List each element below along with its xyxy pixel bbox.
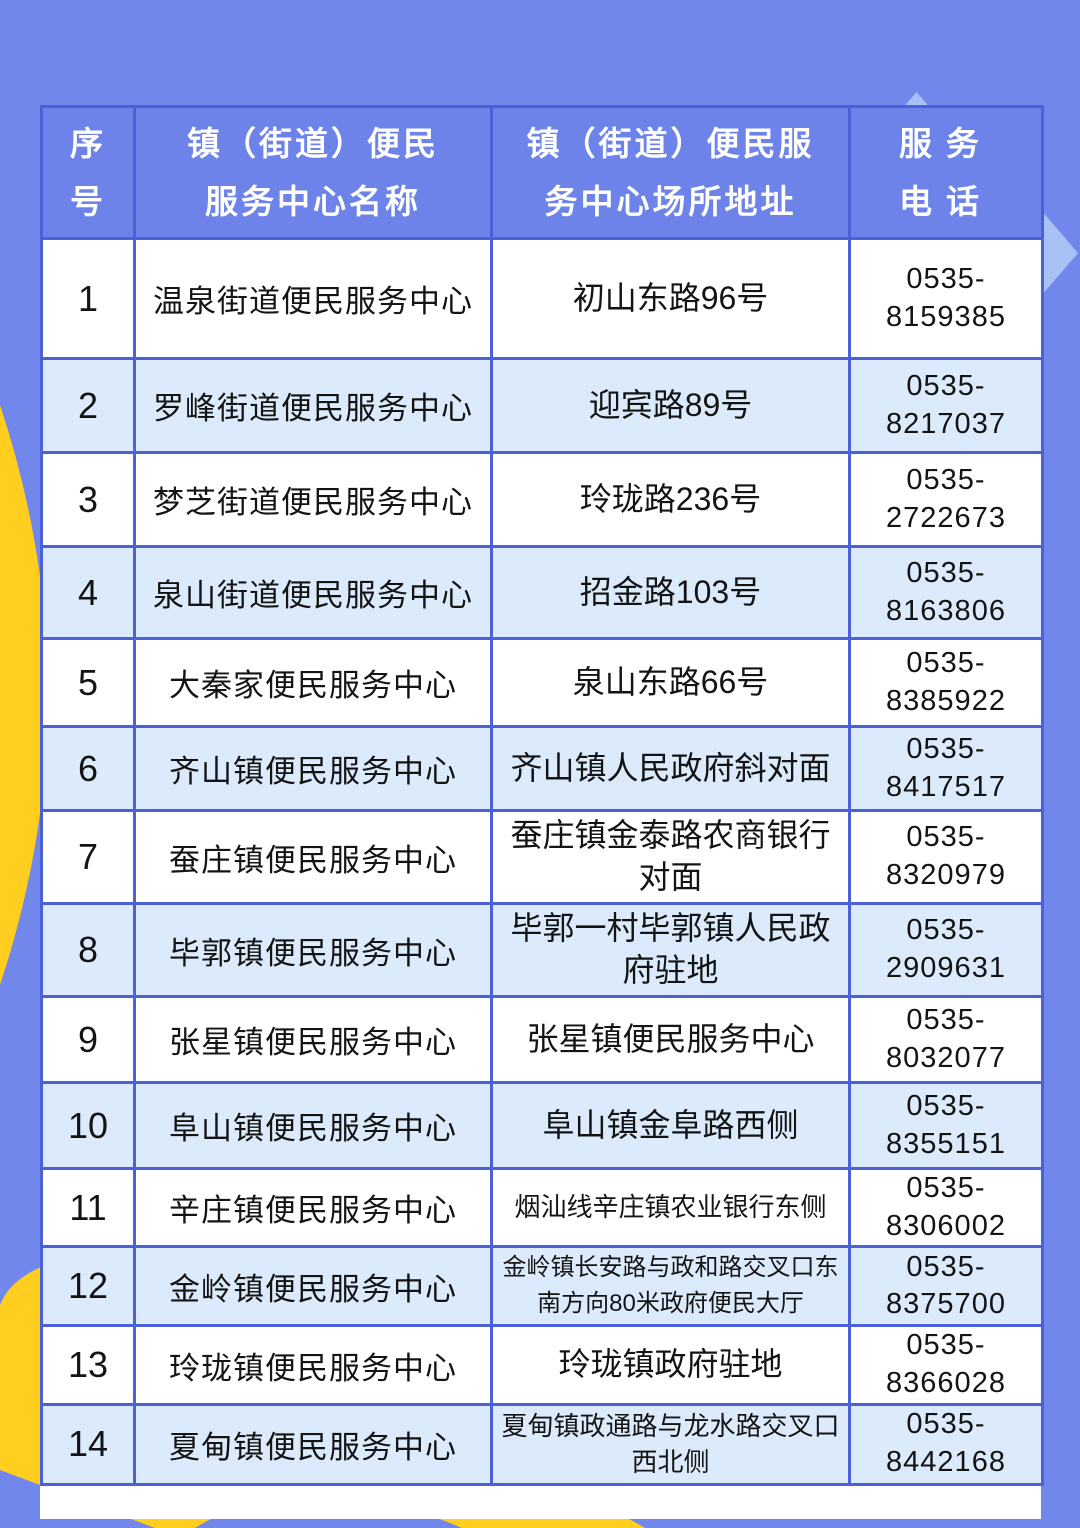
table-row: 9 张星镇便民服务中心 张星镇便民服务中心 0535- 8032077 <box>40 995 1044 1084</box>
service-phone-cell: 0535- 8159385 <box>848 237 1044 360</box>
center-address-cell: 夏甸镇政通路与龙水路交叉口西北侧 <box>490 1402 851 1486</box>
center-address-cell: 玲珑镇政府驻地 <box>490 1324 851 1406</box>
row-number-cell: 7 <box>40 809 136 905</box>
table-row: 12 金岭镇便民服务中心 金岭镇长安路与政和路交叉口东南方向80米政府便民大厅 … <box>40 1245 1044 1328</box>
center-name-cell: 玲珑镇便民服务中心 <box>133 1324 493 1406</box>
center-name-cell: 辛庄镇便民服务中心 <box>133 1166 493 1249</box>
center-address-cell: 蚕庄镇金泰路农商银行对面 <box>490 809 851 905</box>
row-number-cell: 8 <box>40 902 136 998</box>
table-row: 1 温泉街道便民服务中心 初山东路96号 0535- 8159385 <box>40 237 1044 360</box>
triangle-up-icon <box>902 92 931 109</box>
service-phone-cell: 0535- 8385922 <box>848 637 1044 728</box>
center-name-cell: 阜山镇便民服务中心 <box>133 1081 493 1170</box>
row-number-cell: 14 <box>40 1402 136 1486</box>
service-phone-cell: 0535- 8217037 <box>848 357 1044 454</box>
table-row: 14 夏甸镇便民服务中心 夏甸镇政通路与龙水路交叉口西北侧 0535- 84421… <box>40 1402 1044 1486</box>
table-row: 13 玲珑镇便民服务中心 玲珑镇政府驻地 0535- 8366028 <box>40 1324 1044 1406</box>
triangle-right-icon <box>1041 210 1078 296</box>
center-address-cell: 烟汕线辛庄镇农业银行东侧 <box>490 1166 851 1249</box>
service-center-table-card: 序 号 镇（街道）便民 服务中心名称 镇（街道）便民服 务中心场所地址 服务 电… <box>40 105 1044 1519</box>
table-row: 5 大秦家便民服务中心 泉山东路66号 0535- 8385922 <box>40 637 1044 728</box>
row-number-cell: 6 <box>40 725 136 812</box>
service-phone-cell: 0535- 8417517 <box>848 725 1044 812</box>
row-number-cell: 4 <box>40 545 136 640</box>
center-name-cell: 毕郭镇便民服务中心 <box>133 902 493 998</box>
center-name-cell: 齐山镇便民服务中心 <box>133 725 493 812</box>
service-phone-cell: 0535- 2722673 <box>848 451 1044 548</box>
service-phone-cell: 0535- 8442168 <box>848 1402 1044 1486</box>
service-center-table: 序 号 镇（街道）便民 服务中心名称 镇（街道）便民服 务中心场所地址 服务 电… <box>40 105 1044 1486</box>
service-phone-cell: 0535- 8032077 <box>848 995 1044 1084</box>
service-phone-cell: 0535- 8366028 <box>848 1324 1044 1406</box>
row-number-cell: 13 <box>40 1324 136 1406</box>
service-phone-cell: 0535- 8375700 <box>848 1245 1044 1328</box>
center-name-cell: 温泉街道便民服务中心 <box>133 237 493 360</box>
center-name-cell: 夏甸镇便民服务中心 <box>133 1402 493 1486</box>
center-address-cell: 金岭镇长安路与政和路交叉口东南方向80米政府便民大厅 <box>490 1245 851 1328</box>
table-row: 11 辛庄镇便民服务中心 烟汕线辛庄镇农业银行东侧 0535- 8306002 <box>40 1166 1044 1249</box>
yellow-circle-shape <box>0 405 48 985</box>
row-number-cell: 3 <box>40 451 136 548</box>
center-address-cell: 泉山东路66号 <box>490 637 851 728</box>
header-row: 序 号 镇（街道）便民 服务中心名称 镇（街道）便民服 务中心场所地址 服务 电… <box>40 105 1044 240</box>
center-name-cell: 大秦家便民服务中心 <box>133 637 493 728</box>
center-address-cell: 初山东路96号 <box>490 237 851 360</box>
row-number-cell: 5 <box>40 637 136 728</box>
center-name-cell: 张星镇便民服务中心 <box>133 995 493 1084</box>
service-phone-cell: 0535- 8163806 <box>848 545 1044 640</box>
row-number-cell: 12 <box>40 1245 136 1328</box>
table-row: 4 泉山街道便民服务中心 招金路103号 0535- 8163806 <box>40 545 1044 640</box>
center-address-cell: 招金路103号 <box>490 545 851 640</box>
center-name-cell: 蚕庄镇便民服务中心 <box>133 809 493 905</box>
center-address-cell: 玲珑路236号 <box>490 451 851 548</box>
row-number-cell: 10 <box>40 1081 136 1170</box>
table-row: 10 阜山镇便民服务中心 阜山镇金阜路西侧 0535- 8355151 <box>40 1081 1044 1170</box>
center-address-cell: 张星镇便民服务中心 <box>490 995 851 1084</box>
center-address-cell: 迎宾路89号 <box>490 357 851 454</box>
center-address-cell: 阜山镇金阜路西侧 <box>490 1081 851 1170</box>
table-row: 7 蚕庄镇便民服务中心 蚕庄镇金泰路农商银行对面 0535- 8320979 <box>40 809 1044 905</box>
row-number-cell: 11 <box>40 1166 136 1249</box>
center-name-cell: 金岭镇便民服务中心 <box>133 1245 493 1328</box>
header-center-name: 镇（街道）便民 服务中心名称 <box>133 105 493 240</box>
table-row: 3 梦芝街道便民服务中心 玲珑路236号 0535- 2722673 <box>40 451 1044 548</box>
header-center-address: 镇（街道）便民服 务中心场所地址 <box>490 105 851 240</box>
center-address-cell: 毕郭一村毕郭镇人民政府驻地 <box>490 902 851 998</box>
service-phone-cell: 0535- 8320979 <box>848 809 1044 905</box>
table-row: 6 齐山镇便民服务中心 齐山镇人民政府斜对面 0535- 8417517 <box>40 725 1044 812</box>
center-name-cell: 梦芝街道便民服务中心 <box>133 451 493 548</box>
header-index: 序 号 <box>40 105 136 240</box>
row-number-cell: 1 <box>40 237 136 360</box>
table-row: 2 罗峰街道便民服务中心 迎宾路89号 0535- 8217037 <box>40 357 1044 454</box>
service-phone-cell: 0535- 8306002 <box>848 1166 1044 1249</box>
center-address-cell: 齐山镇人民政府斜对面 <box>490 725 851 812</box>
row-number-cell: 9 <box>40 995 136 1084</box>
header-service-phone: 服务 电话 <box>848 105 1044 240</box>
table-header: 序 号 镇（街道）便民 服务中心名称 镇（街道）便民服 务中心场所地址 服务 电… <box>40 105 1044 240</box>
table-body: 1 温泉街道便民服务中心 初山东路96号 0535- 8159385 2 罗峰街道… <box>40 237 1044 1486</box>
center-name-cell: 泉山街道便民服务中心 <box>133 545 493 640</box>
row-number-cell: 2 <box>40 357 136 454</box>
center-name-cell: 罗峰街道便民服务中心 <box>133 357 493 454</box>
service-phone-cell: 0535- 8355151 <box>848 1081 1044 1170</box>
table-row: 8 毕郭镇便民服务中心 毕郭一村毕郭镇人民政府驻地 0535- 2909631 <box>40 902 1044 998</box>
service-phone-cell: 0535- 2909631 <box>848 902 1044 998</box>
